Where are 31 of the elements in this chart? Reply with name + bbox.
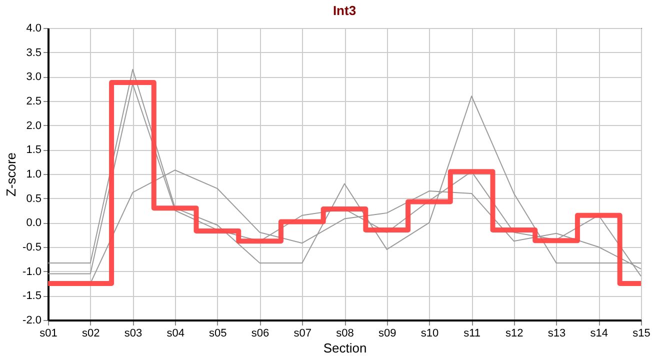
chart-title: Int3 (332, 3, 356, 18)
y-tick-label: 0.5 (26, 192, 42, 205)
x-axis-title: Section (323, 340, 367, 356)
y-tick-label: 3.5 (26, 46, 42, 59)
x-tick-label: s01 (40, 328, 58, 340)
y-tick-label: 1.5 (26, 144, 42, 156)
x-tick-label: s08 (336, 328, 354, 340)
y-tick-label: 3.0 (26, 71, 42, 84)
x-tick-label: s03 (124, 328, 142, 340)
x-tick-label: s06 (251, 328, 270, 340)
x-tick-label: s05 (209, 328, 227, 340)
y-tick-label: -1.5 (22, 290, 42, 302)
y-tick-label: 2.5 (26, 96, 42, 108)
x-tick-label: s11 (464, 328, 481, 340)
x-tick-label: s02 (82, 328, 100, 340)
y-tick-label: 0.0 (26, 217, 42, 230)
x-tick-label: s12 (506, 328, 524, 340)
y-tick-label: 2.0 (26, 120, 42, 132)
x-tick-label: s15 (632, 328, 650, 340)
y-tick-label: 4.0 (26, 22, 42, 34)
x-tick-label: s14 (590, 328, 608, 340)
x-tick-label: s13 (548, 328, 566, 340)
y-tick-label: -0.5 (22, 242, 42, 254)
x-tick-label: s04 (166, 328, 184, 340)
y-axis-title: Z-score (4, 152, 19, 197)
x-tick-label: s09 (378, 328, 396, 340)
y-tick-label: -2.0 (22, 314, 42, 326)
y-tick-label: 1.0 (26, 168, 42, 180)
x-tick-label: s07 (294, 328, 312, 340)
x-tick-label: s10 (420, 328, 439, 340)
y-tick-label: -1.0 (22, 266, 42, 278)
